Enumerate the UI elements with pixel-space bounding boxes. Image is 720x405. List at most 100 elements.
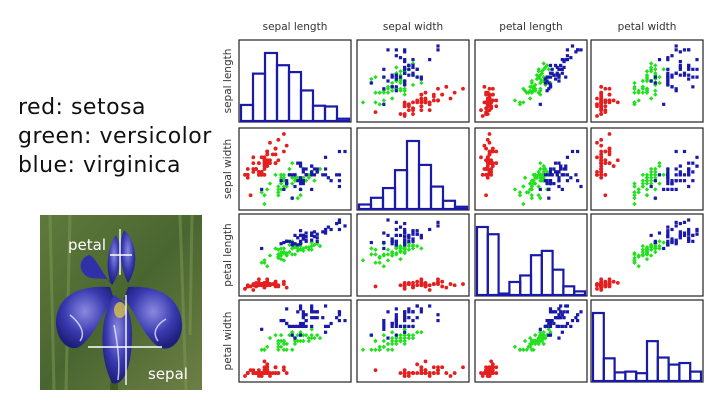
- point-virginica-22-r2-c0: [337, 220, 342, 224]
- point-setosa-20-r0-c2: [490, 92, 495, 97]
- point-virginica-46-r3-c2: [547, 321, 551, 326]
- point-setosa-46-r0-c2: [489, 98, 494, 103]
- point-versicolor-18-r3-c0: [295, 332, 300, 338]
- point-virginica-43-r1-c3: [687, 167, 691, 171]
- point-setosa-45-r3-c1: [402, 368, 407, 373]
- point-setosa-47-r1-c0: [251, 167, 256, 171]
- point-virginica-42-r3-c2: [548, 321, 553, 326]
- point-virginica-14-r0-c3: [691, 85, 695, 89]
- point-setosa-46-r1-c0: [265, 149, 270, 154]
- point-versicolor-45-r3-c1: [402, 341, 407, 347]
- point-versicolor-48-r3-c0: [265, 344, 270, 350]
- hist-bar-2-2: [497, 292, 511, 297]
- point-virginica-31-r3-c2: [570, 318, 575, 323]
- point-versicolor-1-r1-c2: [538, 166, 543, 172]
- point-setosa-49-r0-c2: [485, 100, 490, 105]
- point-virginica-41-r3-c1: [407, 310, 411, 314]
- point-virginica-18-r3-c2: [579, 310, 583, 314]
- point-virginica-41-r2-c0: [315, 239, 319, 243]
- point-versicolor-49-r1-c0: [281, 178, 287, 183]
- point-virginica-45-r1-c0: [310, 173, 314, 177]
- point-virginica-5-r1-c0: [335, 173, 339, 177]
- point-virginica-31-r0-c3: [674, 44, 678, 48]
- point-virginica-39-r0-c2: [553, 63, 558, 68]
- point-virginica-16-r3-c0: [304, 324, 308, 329]
- point-virginica-30-r3-c1: [394, 321, 398, 326]
- point-versicolor-38-r3-c1: [402, 338, 407, 344]
- point-virginica-44-r2-c3: [695, 232, 699, 236]
- point-virginica-49-r2-c3: [666, 239, 670, 243]
- point-setosa-36-r3-c1: [423, 371, 428, 375]
- point-versicolor-47-r1-c2: [534, 175, 540, 180]
- point-virginica-46-r3-c0: [298, 321, 303, 326]
- point-virginica-30-r2-c1: [394, 227, 398, 232]
- point-setosa-36-r0-c2: [484, 90, 488, 95]
- point-versicolor-35-r3-c1: [419, 330, 424, 335]
- point-versicolor-26-r3-c0: [312, 335, 317, 341]
- point-versicolor-14-r1-c0: [278, 175, 284, 180]
- point-versicolor-39-r2-c0: [276, 252, 281, 257]
- point-virginica-21-r2-c3: [674, 242, 678, 246]
- point-virginica-35-r1-c0: [337, 173, 342, 177]
- point-setosa-48-r2-c1: [431, 282, 436, 286]
- point-versicolor-36-r2-c1: [406, 243, 412, 249]
- point-virginica-40-r3-c2: [557, 307, 561, 311]
- point-versicolor-30-r3-c0: [276, 344, 281, 350]
- point-setosa-29-r1-c2: [489, 167, 494, 171]
- point-virginica-15-r2-c1: [411, 237, 415, 241]
- point-versicolor-49-r2-c0: [281, 251, 287, 256]
- point-virginica-25-r3-c2: [564, 324, 568, 329]
- point-versicolor-29-r2-c0: [281, 258, 287, 263]
- point-virginica-38-r0-c1: [403, 81, 407, 85]
- point-virginica-33-r2-c1: [394, 239, 398, 243]
- point-setosa-21-r1-c0: [265, 152, 270, 157]
- point-virginica-32-r2-c1: [394, 233, 398, 238]
- point-virginica-2-r2-c0: [321, 230, 325, 234]
- point-setosa-15-r0-c2: [487, 86, 492, 91]
- point-versicolor-17-r3-c0: [284, 347, 289, 352]
- point-setosa-24-r2-c0: [256, 277, 261, 282]
- point-versicolor-48-r1-c0: [265, 187, 270, 192]
- point-virginica-10-r0-c1: [411, 71, 415, 75]
- point-setosa-41-r2-c1: [373, 284, 378, 289]
- point-versicolor-33-r2-c3: [657, 239, 662, 244]
- point-versicolor-29-r1-c3: [632, 184, 637, 189]
- point-virginica-19-r0-c2: [547, 81, 551, 85]
- point-versicolor-10-r1-c0: [262, 201, 267, 207]
- point-virginica-22-r3-c0: [337, 318, 342, 323]
- point-virginica-44-r1-c2: [559, 164, 563, 168]
- point-setosa-31-r3-c2: [487, 365, 492, 370]
- point-virginica-43-r3-c2: [562, 310, 566, 314]
- point-setosa-47-r2-c0: [251, 283, 256, 288]
- point-virginica-9-r0-c2: [565, 58, 570, 62]
- point-virginica-39-r1-c3: [678, 170, 682, 174]
- point-virginica-32-r1-c0: [301, 179, 305, 183]
- point-versicolor-18-r0-c1: [369, 76, 374, 82]
- point-virginica-43-r2-c1: [411, 230, 415, 234]
- point-setosa-44-r0-c3: [607, 98, 612, 103]
- point-virginica-16-r0-c3: [666, 71, 670, 75]
- point-setosa-22-r3-c1: [427, 371, 432, 375]
- point-virginica-8-r0-c2: [560, 67, 564, 71]
- point-versicolor-24-r0-c1: [398, 72, 403, 78]
- point-setosa-37-r0-c3: [595, 102, 599, 107]
- point-versicolor-34-r0-c1: [402, 92, 407, 97]
- point-virginica-5-r2-c1: [403, 221, 407, 226]
- point-setosa-45-r1-c0: [256, 172, 261, 177]
- point-virginica-45-r0-c3: [687, 67, 691, 71]
- point-virginica-48-r3-c1: [419, 310, 423, 314]
- point-versicolor-35-r3-c0: [290, 330, 295, 335]
- point-virginica-23-r0-c3: [666, 75, 670, 79]
- panel-frame-r0-c0: [238, 39, 352, 123]
- point-setosa-13-r1-c2: [480, 172, 485, 177]
- point-virginica-31-r2-c1: [436, 224, 440, 228]
- point-virginica-12-r3-c1: [403, 316, 407, 320]
- point-versicolor-34-r1-c0: [273, 172, 278, 178]
- point-versicolor-26-r1-c0: [312, 178, 317, 183]
- point-virginica-43-r1-c2: [562, 167, 566, 171]
- point-versicolor-20-r2-c0: [287, 242, 292, 248]
- point-versicolor-37-r1-c0: [298, 193, 303, 198]
- point-versicolor-46-r0-c1: [398, 86, 403, 91]
- point-setosa-27-r1-c0: [268, 158, 272, 163]
- point-setosa-41-r1-c3: [603, 193, 608, 198]
